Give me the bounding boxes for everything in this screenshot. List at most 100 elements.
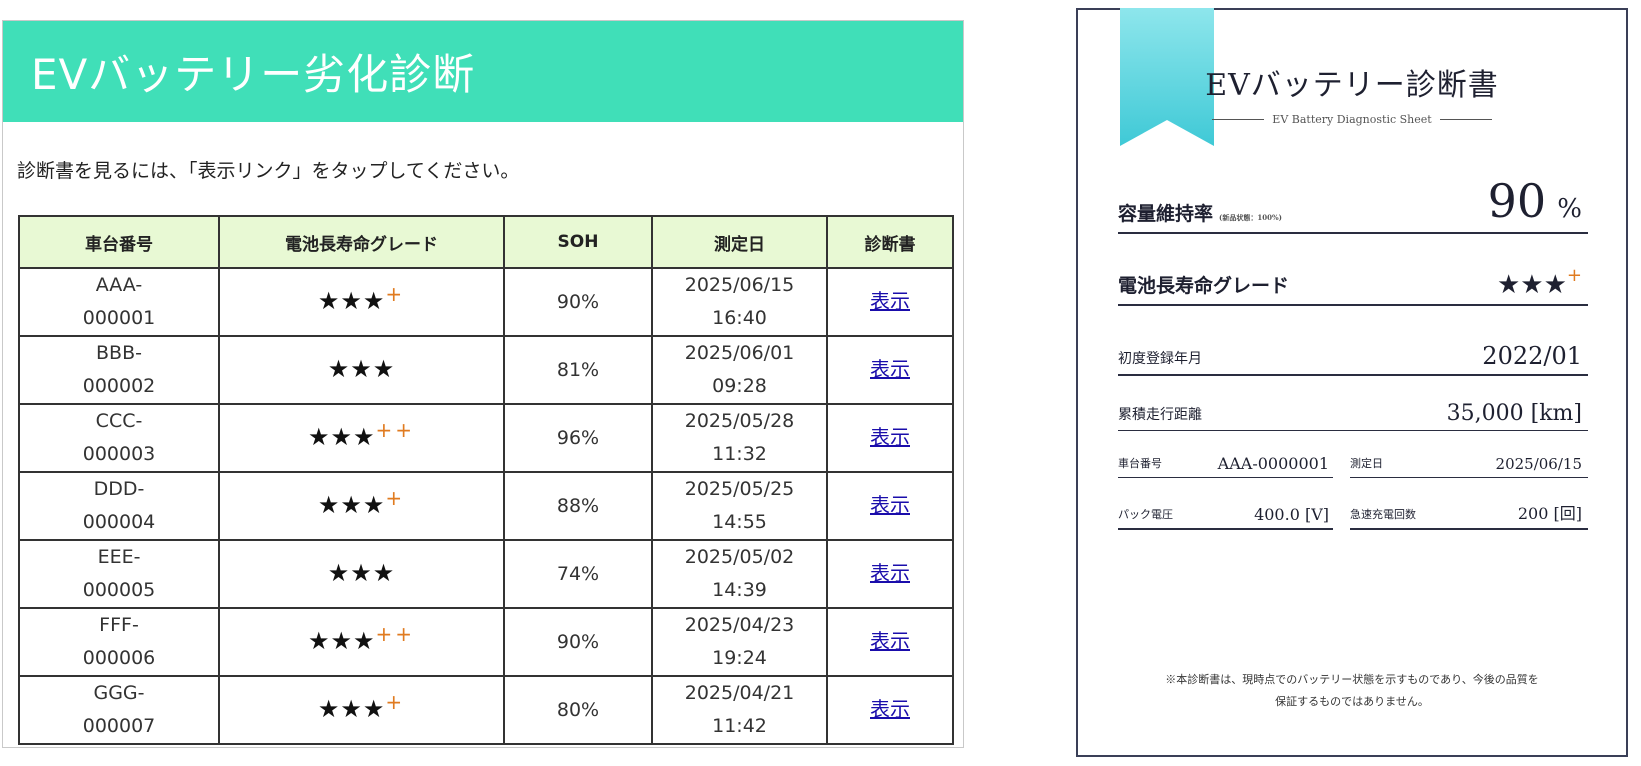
- grade-cell: ★★★++: [218, 607, 505, 677]
- view-report-link[interactable]: 表示: [870, 697, 910, 721]
- certificate-footnote: ※本診断書は、現時点でのバッテリー状態を示すものであり、今後の品質を 保証するも…: [1078, 669, 1626, 713]
- vin-part2: 000003: [82, 443, 156, 465]
- voltage-value: 400.0 [V]: [1254, 505, 1329, 524]
- time-value: 14:39: [712, 579, 767, 601]
- app-title: EVバッテリー劣化診断: [31, 50, 476, 99]
- grade-stars: ★★★: [307, 422, 376, 451]
- measure-date-label: 測定日: [1350, 457, 1383, 470]
- view-report-link[interactable]: 表示: [870, 561, 910, 585]
- report-cell: 表示: [826, 335, 954, 405]
- date-value: 2025/04/21: [684, 682, 795, 704]
- date-cell: 2025/05/02 14:39: [651, 539, 828, 609]
- grade-plus: ++: [375, 621, 416, 646]
- vin-part1: BBB-: [96, 342, 142, 364]
- time-value: 09:28: [712, 375, 767, 397]
- bookmark-ribbon-icon: [1120, 8, 1214, 146]
- certificate-subtitle-text: EV Battery Diagnostic Sheet: [1272, 113, 1432, 126]
- diagnosis-table: 車台番号 電池長寿命グレード SOH 測定日 診断書 AAA- 000001 ★★…: [18, 215, 954, 745]
- grade-plus: +: [385, 281, 406, 306]
- voltage-label: パック電圧: [1118, 508, 1173, 521]
- report-cell: 表示: [826, 607, 954, 677]
- diagnostic-certificate: EVバッテリー診断書 EV Battery Diagnostic Sheet 容…: [1076, 8, 1628, 757]
- vin-part2: 000006: [82, 647, 156, 669]
- footnote-line1: ※本診断書は、現時点でのバッテリー状態を示すものであり、今後の品質を: [1165, 673, 1539, 686]
- time-value: 14:55: [712, 511, 767, 533]
- grade-cell: ★★★+: [218, 267, 505, 337]
- soh-cell: 90%: [503, 267, 653, 337]
- capacity-label: 容量維持率: [1118, 203, 1214, 225]
- table-row: EEE- 000005 ★★★ 74% 2025/05/02 14:39 表示: [18, 539, 954, 609]
- charge-count-value: 200 [回]: [1517, 504, 1582, 523]
- mileage-row: 累積走行距離 35,000 [km]: [1118, 385, 1588, 431]
- table-row: AAA- 000001 ★★★+ 90% 2025/06/15 16:40 表示: [18, 267, 954, 337]
- vin-cell: BBB- 000002: [18, 335, 220, 405]
- soh-cell: 90%: [503, 607, 653, 677]
- date-cell: 2025/05/25 14:55: [651, 471, 828, 541]
- registration-row: 初度登録年月 2022/01: [1118, 330, 1588, 376]
- vin-part1: GGG-: [93, 682, 145, 704]
- table-row: CCC- 000003 ★★★++ 96% 2025/05/28 11:32 表示: [18, 403, 954, 473]
- diagnosis-list-panel: EVバッテリー劣化診断 診断書を見るには、「表示リンク」をタップしてください。 …: [2, 20, 964, 748]
- time-value: 11:32: [712, 443, 767, 465]
- vin-cell: GGG- 000007: [18, 675, 220, 745]
- vin-part1: DDD-: [93, 478, 145, 500]
- grade-stars: ★★★: [327, 354, 396, 383]
- view-report-link[interactable]: 表示: [870, 357, 910, 381]
- soh-cell: 88%: [503, 471, 653, 541]
- view-report-link[interactable]: 表示: [870, 289, 910, 313]
- date-value: 2025/05/28: [684, 410, 795, 432]
- divider: [1439, 119, 1492, 120]
- view-report-link[interactable]: 表示: [870, 629, 910, 653]
- plate-row: 車台番号 AAA-0000001: [1118, 440, 1333, 478]
- table-row: BBB- 000002 ★★★ 81% 2025/06/01 09:28 表示: [18, 335, 954, 405]
- measure-date-value: 2025/06/15: [1495, 455, 1582, 473]
- date-value: 2025/05/02: [684, 546, 795, 568]
- registration-value: 2022/01: [1482, 342, 1582, 370]
- date-value: 2025/06/01: [684, 342, 795, 364]
- grade-cell: ★★★: [218, 335, 505, 405]
- vin-part1: AAA-: [95, 274, 143, 296]
- mileage-value: 35,000 [km]: [1446, 401, 1582, 426]
- date-value: 2025/06/15: [684, 274, 795, 296]
- report-cell: 表示: [826, 471, 954, 541]
- column-header-vin: 車台番号: [18, 215, 220, 269]
- divider: [1212, 119, 1265, 120]
- grade-stars: ★★★: [327, 558, 396, 587]
- grade-row: 電池長寿命グレード ★★★+: [1118, 260, 1588, 306]
- plate-label: 車台番号: [1118, 457, 1162, 470]
- vin-part2: 000001: [82, 307, 156, 329]
- capacity-unit: %: [1557, 194, 1582, 224]
- column-header-date: 測定日: [651, 215, 828, 269]
- mileage-label: 累積走行距離: [1118, 407, 1202, 423]
- vin-cell: DDD- 000004: [18, 471, 220, 541]
- report-cell: 表示: [826, 403, 954, 473]
- grade-cell: ★★★+: [218, 675, 505, 745]
- instruction-text: 診断書を見るには、「表示リンク」をタップしてください。: [17, 160, 520, 182]
- grade-stars: ★★★: [1496, 270, 1567, 300]
- vin-part1: EEE-: [97, 546, 141, 568]
- charge-count-label: 急速充電回数: [1350, 508, 1416, 521]
- vin-part1: CCC-: [95, 410, 143, 432]
- grade-cell: ★★★++: [218, 403, 505, 473]
- charge-count-row: 急速充電回数 200 [回]: [1350, 492, 1588, 530]
- soh-cell: 74%: [503, 539, 653, 609]
- capacity-note: (新品状態：100%): [1219, 213, 1282, 222]
- soh-cell: 96%: [503, 403, 653, 473]
- soh-cell: 80%: [503, 675, 653, 745]
- date-value: 2025/05/25: [684, 478, 795, 500]
- plate-value: AAA-0000001: [1217, 454, 1329, 473]
- date-cell: 2025/06/01 09:28: [651, 335, 828, 405]
- voltage-row: パック電圧 400.0 [V]: [1118, 492, 1333, 530]
- soh-cell: 81%: [503, 335, 653, 405]
- view-report-link[interactable]: 表示: [870, 493, 910, 517]
- vin-part2: 000004: [82, 511, 156, 533]
- date-value: 2025/04/23: [684, 614, 795, 636]
- vin-part1: FFF-: [99, 614, 139, 636]
- date-cell: 2025/06/15 16:40: [651, 267, 828, 337]
- view-report-link[interactable]: 表示: [870, 425, 910, 449]
- grade-label: 電池長寿命グレード: [1118, 275, 1290, 297]
- grade-plus: +: [1566, 265, 1582, 286]
- column-header-soh: SOH: [503, 215, 653, 269]
- report-cell: 表示: [826, 267, 954, 337]
- certificate-title: EVバッテリー診断書: [1205, 68, 1499, 103]
